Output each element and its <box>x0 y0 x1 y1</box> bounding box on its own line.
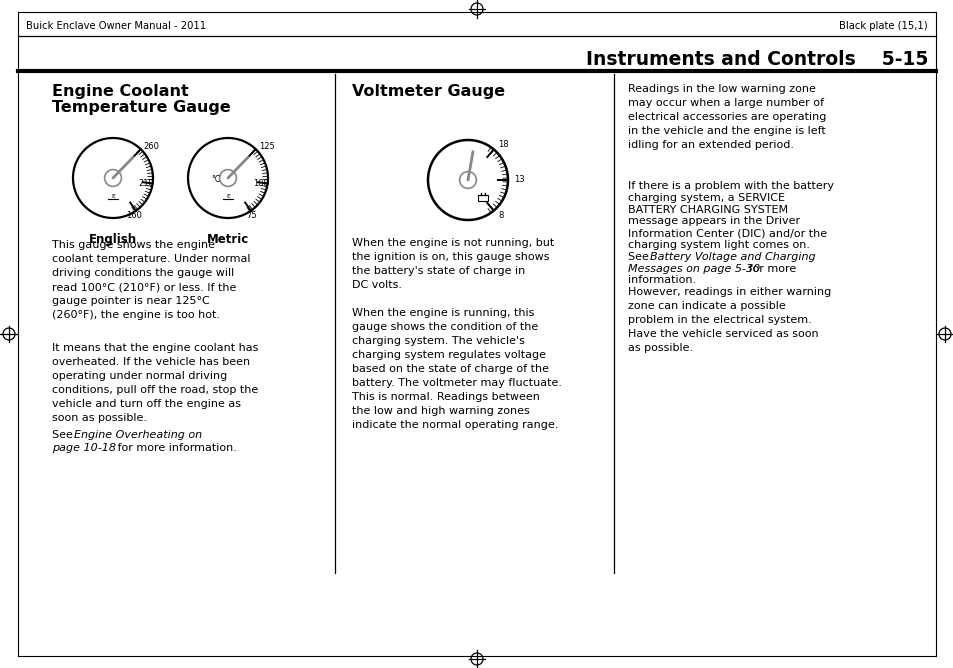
Text: If there is a problem with the battery: If there is a problem with the battery <box>627 181 833 191</box>
Text: 13: 13 <box>514 176 524 184</box>
Text: information.: information. <box>627 275 696 285</box>
FancyBboxPatch shape <box>477 195 488 201</box>
Text: 100: 100 <box>253 180 269 188</box>
Text: Buick Enclave Owner Manual - 2011: Buick Enclave Owner Manual - 2011 <box>26 21 206 31</box>
Text: Engine Overheating on: Engine Overheating on <box>74 430 202 440</box>
Text: 160: 160 <box>126 210 142 220</box>
Text: Voltmeter Gauge: Voltmeter Gauge <box>352 84 504 99</box>
Text: When the engine is running, this
gauge shows the condition of the
charging syste: When the engine is running, this gauge s… <box>352 308 561 430</box>
Text: It means that the engine coolant has
overheated. If the vehicle has been
operati: It means that the engine coolant has ove… <box>52 343 258 423</box>
Text: Metric: Metric <box>207 233 249 246</box>
Text: for more information.: for more information. <box>113 443 236 453</box>
Text: See: See <box>52 430 76 440</box>
Text: Instruments and Controls    5-15: Instruments and Controls 5-15 <box>585 50 927 69</box>
Text: E: E <box>111 194 114 199</box>
Text: E: E <box>226 194 230 199</box>
Text: °C: °C <box>212 174 220 184</box>
Text: for more: for more <box>744 264 796 274</box>
Text: 8: 8 <box>497 211 503 220</box>
Text: message appears in the Driver: message appears in the Driver <box>627 216 800 226</box>
Text: charging system light comes on.: charging system light comes on. <box>627 240 809 250</box>
Text: 210: 210 <box>139 180 154 188</box>
Text: BATTERY CHARGING SYSTEM: BATTERY CHARGING SYSTEM <box>627 204 787 214</box>
Text: Engine Coolant: Engine Coolant <box>52 84 189 99</box>
Text: page 10-18: page 10-18 <box>52 443 116 453</box>
Text: However, readings in either warning
zone can indicate a possible
problem in the : However, readings in either warning zone… <box>627 287 830 353</box>
Text: 18: 18 <box>497 140 508 149</box>
Text: When the engine is not running, but
the ignition is on, this gauge shows
the bat: When the engine is not running, but the … <box>352 238 554 290</box>
Text: charging system, a SERVICE: charging system, a SERVICE <box>627 193 784 203</box>
Text: 75: 75 <box>247 210 257 220</box>
Text: This gauge shows the engine
coolant temperature. Under normal
driving conditions: This gauge shows the engine coolant temp… <box>52 240 251 320</box>
Text: Black plate (15,1): Black plate (15,1) <box>839 21 927 31</box>
Text: 260: 260 <box>144 142 159 150</box>
Text: See: See <box>627 252 652 262</box>
Text: Information Center (DIC) and/or the: Information Center (DIC) and/or the <box>627 228 826 238</box>
Text: Messages on page 5-30: Messages on page 5-30 <box>627 264 760 274</box>
Text: Readings in the low warning zone
may occur when a large number of
electrical acc: Readings in the low warning zone may occ… <box>627 84 825 150</box>
Text: 125: 125 <box>258 142 274 150</box>
Text: Battery Voltage and Charging: Battery Voltage and Charging <box>649 252 815 262</box>
Text: English: English <box>89 233 137 246</box>
Text: Temperature Gauge: Temperature Gauge <box>52 100 231 115</box>
